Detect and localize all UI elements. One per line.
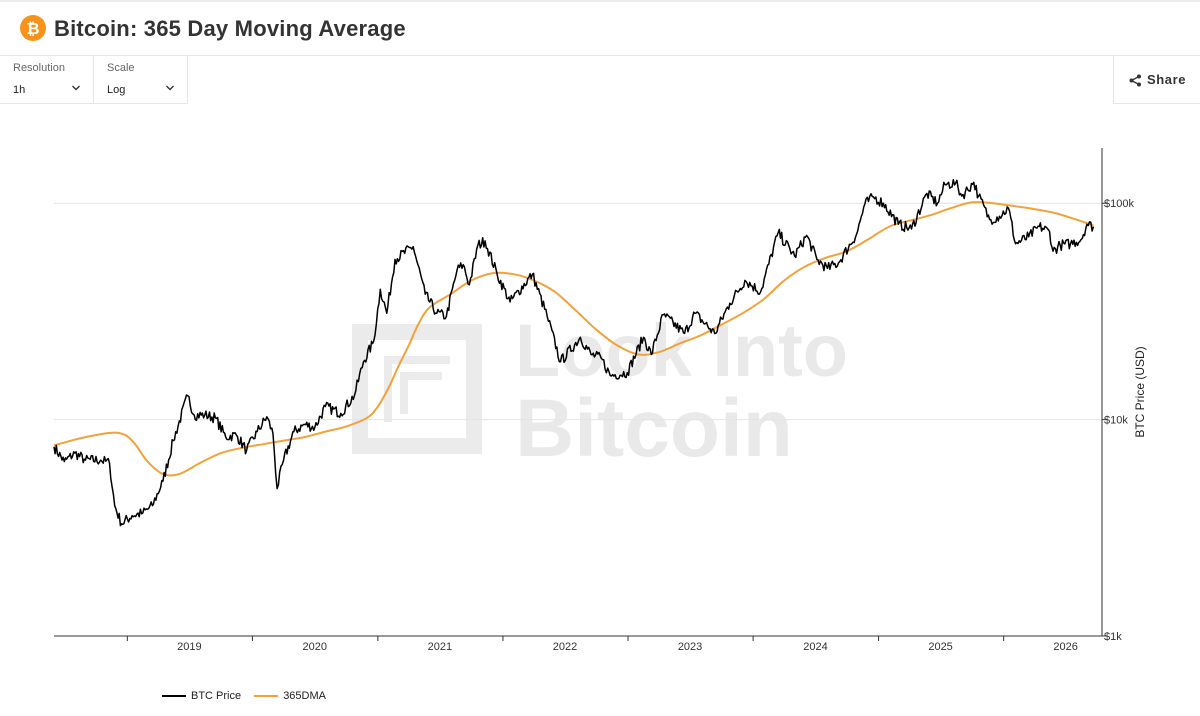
x-tick-label: 2021 <box>428 641 452 653</box>
x-ticks: 2019 2020 2021 2022 2023 2024 2025 2026 <box>126 636 1078 653</box>
series-line-btc-price <box>53 178 1095 527</box>
legend-swatch-btc-price <box>162 695 186 698</box>
legend-label-btc-price: BTC Price <box>191 690 242 702</box>
y-axis-label: BTC Price (USD) <box>1133 346 1147 437</box>
btc-price-chart[interactable]: Look Into Bitcoin $1k$10k$100k 2019 2020 2… <box>0 104 1200 684</box>
x-tick-label: 2020 <box>303 641 327 653</box>
series <box>53 178 1095 527</box>
bitcoin-logo-icon: ₿ <box>20 15 46 41</box>
x-tick-label: 2022 <box>553 641 577 653</box>
chart-legend: BTC Price 365DMA <box>162 690 336 702</box>
x-tick-label: 2025 <box>928 641 952 653</box>
watermark-line2: Bitcoin <box>515 383 793 474</box>
resolution-value: 1h <box>13 84 26 96</box>
y-ticks: $1k $10k $100k <box>1102 198 1134 643</box>
svg-text:₿: ₿ <box>26 19 39 38</box>
axes <box>54 148 1103 637</box>
y-tick-label: $1k <box>1104 631 1122 643</box>
share-icon <box>1129 74 1141 87</box>
share-button[interactable]: Share <box>1113 56 1200 104</box>
resolution-select[interactable]: Resolution 1h <box>0 56 94 104</box>
x-tick-label: 2023 <box>678 641 702 653</box>
scale-label: Scale <box>107 62 135 74</box>
scale-value: Log <box>107 84 126 96</box>
x-tick-label: 2026 <box>1053 641 1077 653</box>
page-header: ₿ Bitcoin: 365 Day Moving Average <box>0 2 1200 56</box>
page-title: Bitcoin: 365 Day Moving Average <box>54 16 406 41</box>
legend-label-365dma: 365DMA <box>283 690 326 702</box>
legend-swatch-365dma <box>254 695 279 698</box>
watermark-line1: Look Into <box>515 309 848 392</box>
series-line-365dma <box>53 201 1094 477</box>
chevron-down-icon <box>166 85 174 91</box>
x-tick-label: 2019 <box>177 641 201 653</box>
legend-item-btc-price[interactable]: BTC Price <box>162 690 241 702</box>
y-tick-label: $100k <box>1104 198 1134 210</box>
watermark: Look Into Bitcoin <box>352 309 848 474</box>
legend-item-365dma[interactable]: 365DMA <box>254 690 326 702</box>
x-tick-label: 2024 <box>803 641 827 653</box>
share-label: Share <box>1147 72 1187 87</box>
top-border <box>0 0 1200 2</box>
scale-select[interactable]: Scale Log <box>94 56 188 104</box>
chevron-down-icon <box>72 85 80 91</box>
y-tick-label: $10k <box>1104 415 1128 427</box>
resolution-label: Resolution <box>13 62 65 74</box>
